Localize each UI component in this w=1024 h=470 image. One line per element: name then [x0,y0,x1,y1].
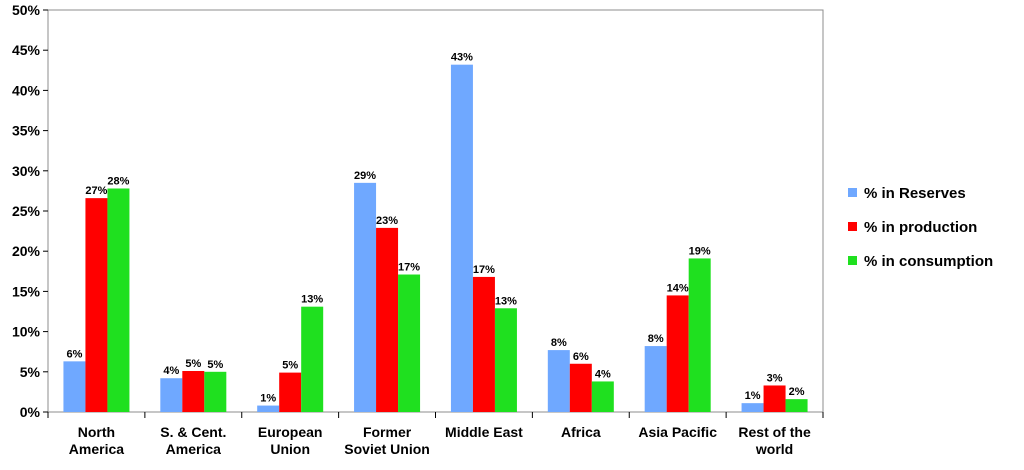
data-label: 8% [648,333,664,345]
category-label: European [258,424,323,440]
category-label: Africa [561,424,601,440]
data-label: 17% [398,262,420,274]
data-label: 27% [85,185,107,197]
y-tick-label: 45% [12,42,41,58]
data-label: 3% [767,372,783,384]
bar [160,378,183,412]
category-label: Soviet Union [344,441,430,457]
category-label: world [755,441,793,457]
data-label: 13% [495,295,517,307]
data-label: 23% [376,215,398,227]
bar [279,372,302,412]
data-label: 19% [689,245,711,257]
data-label: 13% [301,294,323,306]
data-label: 14% [667,282,689,294]
y-tick-label: 40% [12,82,41,98]
bar [376,227,399,412]
category-label: America [166,441,221,457]
bar [494,308,517,412]
y-tick-label: 50% [12,2,41,18]
bar [450,64,473,412]
bar [591,381,614,412]
category-label: Middle East [445,424,523,440]
y-tick-label: 15% [12,283,41,299]
y-tick-label: 30% [12,163,41,179]
data-label: 4% [163,365,179,377]
bar [547,350,570,412]
legend-label: % in consumption [864,253,993,270]
category-label: Asia Pacific [638,424,717,440]
bar [688,258,711,412]
bar [85,198,108,412]
data-label: 1% [745,390,761,402]
data-label: 6% [573,351,589,363]
data-label: 6% [66,348,82,360]
category-label: America [69,441,124,457]
category-label: Union [270,441,310,457]
data-label: 5% [207,359,223,371]
legend-swatch [848,256,857,265]
bar [763,385,786,412]
bar [398,274,421,412]
category-label: North [78,424,115,440]
category-label: S. & Cent. [160,424,226,440]
bar [354,182,377,412]
data-label: 5% [282,360,298,372]
bar [204,371,227,412]
bar [472,276,495,412]
data-label: 43% [451,52,473,64]
bar [301,306,324,412]
data-label: 17% [473,264,495,276]
y-tick-label: 20% [12,243,41,259]
category-label: Former [363,424,412,440]
legend-swatch [848,222,857,231]
bar [107,188,130,412]
y-tick-label: 35% [12,123,41,139]
legend-label: % in Reserves [864,185,966,202]
data-label: 5% [185,358,201,370]
bar [666,295,689,412]
data-label: 8% [551,337,567,349]
data-label: 1% [260,393,276,405]
y-tick-label: 10% [12,324,41,340]
y-tick-label: 5% [20,364,41,380]
bar [182,370,205,412]
bar [569,363,592,412]
bar [741,403,764,412]
data-label: 4% [595,368,611,380]
legend-label: % in production [864,219,977,236]
bar [644,346,667,412]
data-label: 2% [789,386,805,398]
data-label: 29% [354,170,376,182]
legend-swatch [848,188,857,197]
y-tick-label: 25% [12,203,41,219]
bar [785,399,808,412]
bar [257,405,280,412]
y-tick-label: 0% [20,404,41,420]
bar [63,361,86,412]
category-label: Rest of the [738,424,811,440]
data-label: 28% [107,175,129,187]
